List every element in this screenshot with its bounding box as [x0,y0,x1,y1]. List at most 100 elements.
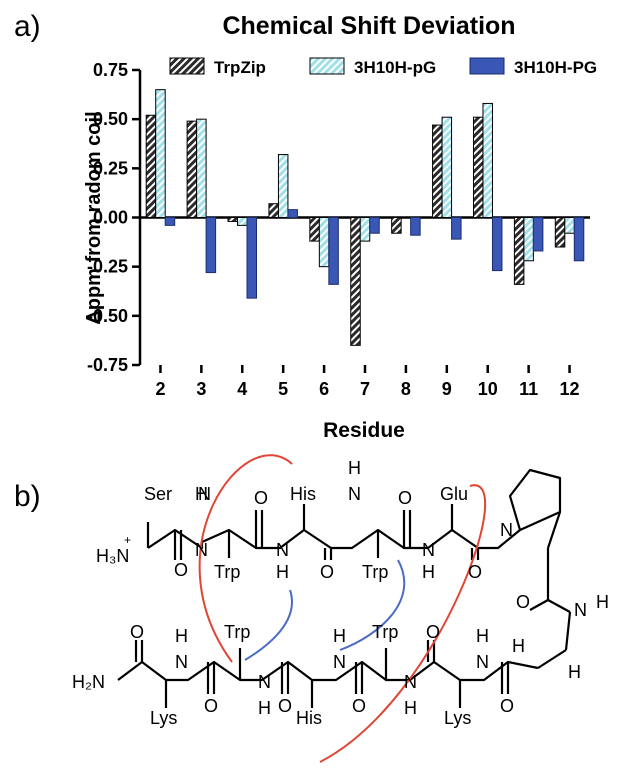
atom-n: N [422,540,435,560]
blue-arrow-2 [339,559,406,651]
bar-3h10h-pg-res7 [369,217,380,234]
bar-trpzip-res4 [227,217,239,222]
bottom-strand-backbone [117,660,539,682]
atom-o: O [352,696,366,716]
bar-3h10h-pg-res9 [451,217,462,240]
bar-3h10h-pg-res6 [318,217,330,268]
bar-3h10h-pg-res12 [564,217,575,234]
atom-n: N [258,672,271,692]
bar-3h10h-pg-res5 [287,209,298,218]
residue-his-b: His [296,708,322,728]
x-tick-label: 12 [560,379,580,399]
panel-a-label: a) [14,10,41,43]
bar-3h10h-pg-res8 [410,217,421,236]
y-tick-label: -0.25 [87,257,128,277]
bar-3h10h-pg-res3 [205,217,217,274]
y-tick-label: -0.50 [87,306,128,326]
atom-h: H [512,636,525,656]
residue-trp-b: Trp [362,562,388,582]
x-tick-label: 11 [519,379,538,399]
residue-lys-b: Lys [444,708,471,728]
atom-h: H [195,484,208,504]
x-tick-label: 7 [360,379,370,399]
bar-3h10h-pg-res10 [491,217,503,272]
atom-n: N [276,540,289,560]
bar-3h10h-pg-res7 [359,217,371,242]
atom-h: H [276,562,289,582]
atom-o: O [468,562,482,582]
x-tick-label: 5 [278,379,288,399]
atom-h: H [422,562,435,582]
blue-arrow-1 [244,589,293,661]
atom-n: N [333,652,346,672]
bar-3h10h-pg-res8 [400,217,412,219]
bar-3h10h-pg-res11 [523,217,534,262]
x-tick-label: 4 [237,379,247,399]
atom-o: O [278,696,292,716]
atom-o: O [500,696,514,716]
bar-trpzip-res9 [432,124,443,218]
bar-trpzip-res7 [350,217,361,346]
atom-o: O [254,488,268,508]
bar-trpzip-res12 [554,217,566,248]
bar-3h10h-pg-res3 [196,118,207,218]
atom-n: N [175,652,188,672]
atom-n: N [404,672,417,692]
atom-o: O [398,488,412,508]
x-tick-label: 8 [401,379,411,399]
x-tick-label: 10 [478,379,498,399]
x-axis-label: Residue [323,419,405,440]
atom-h: H [476,626,489,646]
atom-h: H [596,592,609,612]
atom-n: N [476,652,489,672]
y-tick-label: 0.25 [93,158,128,178]
bar-3h10h-pg-res2 [164,217,176,226]
x-tick-label: 6 [319,379,329,399]
residue-ser: Ser [144,484,172,504]
atom-o: O [174,560,188,580]
residue-his-a: His [290,484,316,504]
atom-n: N [574,600,587,620]
bar-3h10h-pg-res4 [246,217,258,299]
y-tick-label: 0.50 [93,109,128,129]
bar-trpzip-res5 [268,203,279,219]
x-tick-label: 9 [442,379,452,399]
x-tick-label: 3 [196,379,206,399]
legend-swatch [309,57,345,75]
peptide-structure-scheme: H₃N + H₂N Ser Trp His Trp Glu Trp Trp Ly… [72,454,609,763]
n-terminus-charge: + [124,533,131,547]
y-tick-label: 0.00 [93,208,128,228]
chart-title: Chemical Shift Deviation [222,12,515,40]
atom-o: O [320,562,334,582]
residue-glu: Glu [440,484,468,504]
atom-o: O [516,592,530,612]
legend-swatch [169,57,205,75]
y-tick-label: 0.75 [93,60,128,80]
atom-n: N [348,484,361,504]
red-arrow-2 [319,484,487,763]
bar-3h10h-pg-res4 [237,217,248,226]
atom-o: O [130,622,144,642]
proline-ring [508,468,562,532]
c-terminus: H₂N [72,672,105,692]
atom-h: H [568,662,581,682]
residue-trp-c: Trp [224,622,250,642]
red-arrow-1 [198,454,293,663]
atom-n: N [198,484,211,504]
legend-swatch [469,57,505,75]
bar-trpzip-res11 [513,217,525,285]
bar-3h10h-pg-res9 [441,116,453,218]
atom-h: H [258,698,271,718]
legend-label: 3H10H-pG [354,58,436,77]
atom-n: N [500,520,513,540]
bar-3h10h-pg-res12 [573,217,585,262]
bar-3h10h-pg-res5 [277,154,289,218]
panel-b-label: b) [14,480,41,513]
chart-legend: TrpZip 3H10H-pG 3H10H-PG [169,57,597,77]
bar-trpzip-res6 [309,217,320,242]
chemical-shift-chart: Chemical Shift Deviation Δppm from radom… [83,12,597,440]
bar-3h10h-pg-res11 [532,217,544,252]
residue-trp-a: Trp [214,562,240,582]
atom-h: H [348,458,361,478]
atom-n: N [195,540,208,560]
